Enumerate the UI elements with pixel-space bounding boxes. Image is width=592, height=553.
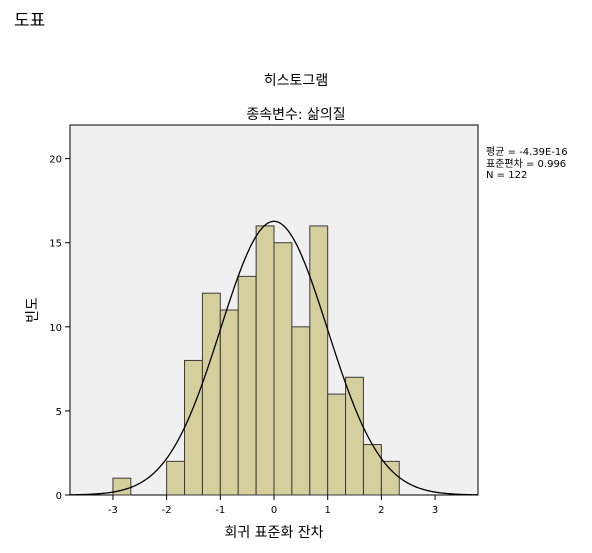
histogram-bar [112, 477, 132, 496]
y-tick-label: 10 [49, 323, 62, 334]
x-tick-label: 0 [271, 505, 277, 516]
stats-sd: 표준편차 = 0.996 [486, 158, 567, 170]
stats-mean: 평균 = -4.39E-16 [486, 147, 568, 158]
y-tick-label: 15 [49, 239, 62, 250]
x-tick-label: -2 [162, 505, 172, 516]
x-tick-label: 3 [432, 505, 438, 516]
bars-group [112, 225, 400, 496]
y-tick-label: 5 [56, 407, 62, 418]
y-tick-label: 20 [49, 155, 62, 166]
chart-title: 히스토그램 [263, 73, 329, 89]
histogram-bar [273, 242, 293, 496]
histogram-bar [184, 359, 203, 496]
section-title: 도표 [14, 11, 46, 31]
histogram-bar [237, 275, 257, 496]
histogram-bar [166, 460, 186, 496]
x-tick-label: -3 [108, 505, 118, 516]
y-tick-label: 0 [56, 491, 62, 502]
axes-group: -3 -2 -1 0 1 2 3 0 5 10 15 20 [49, 155, 438, 516]
histogram-bar [380, 460, 400, 496]
x-tick-label: 1 [324, 505, 330, 516]
y-axis-label: 빈도 [25, 297, 41, 323]
chart-subtitle: 종속변수: 삶의질 [246, 107, 346, 123]
histogram-bar [201, 292, 221, 496]
stats-n: N = 122 [486, 170, 528, 181]
x-tick-label: -1 [215, 505, 225, 516]
histogram-bar [309, 225, 329, 496]
histogram-bar [362, 444, 382, 496]
histogram-bar [327, 393, 347, 496]
histogram-bar [219, 309, 239, 496]
stats-box: 평균 = -4.39E-16 표준편차 = 0.996 N = 122 [486, 147, 568, 182]
x-tick-label: 2 [378, 505, 384, 516]
histogram-bar [345, 376, 364, 496]
histogram-bar [291, 326, 311, 496]
normal-curve [69, 220, 479, 496]
x-axis-label: 회귀 표준화 잔차 [224, 525, 323, 541]
histogram-bar [255, 225, 275, 496]
